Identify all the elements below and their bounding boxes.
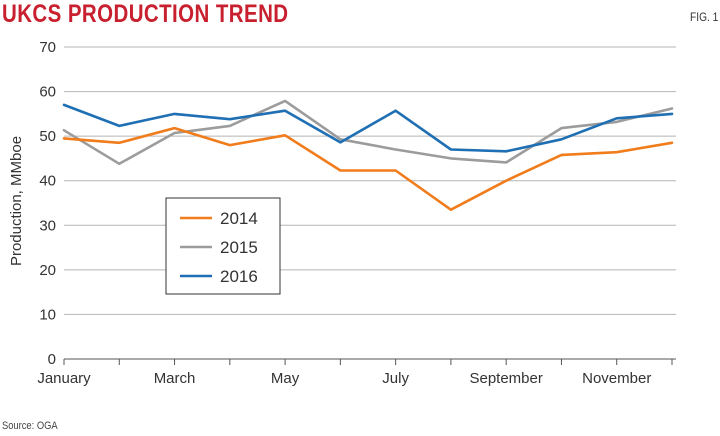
source-note: Source: OGA — [2, 420, 58, 432]
x-tick-labels: January March May July September November — [37, 370, 651, 387]
y-tick-label: 50 — [39, 128, 56, 145]
legend-label-2016: 2016 — [220, 267, 258, 286]
legend: 2014 2015 2016 — [165, 197, 281, 295]
figure-label: FIG. 1 — [689, 10, 718, 24]
series-lines — [62, 99, 674, 211]
y-tick-label: 70 — [39, 39, 56, 56]
x-tick-label: May — [271, 370, 300, 387]
gridlines — [64, 46, 676, 315]
y-tick-label: 10 — [39, 306, 56, 323]
x-tick-label: September — [469, 370, 542, 387]
y-tick-label: 0 — [48, 351, 56, 368]
y-tick-label: 40 — [39, 173, 56, 190]
x-tick-label: November — [582, 370, 651, 387]
x-tick-label: March — [154, 370, 196, 387]
axes — [63, 358, 676, 365]
legend-label-2015: 2015 — [220, 238, 258, 257]
x-tick-label: July — [382, 370, 409, 387]
x-tick-label: January — [37, 370, 91, 387]
legend-label-2014: 2014 — [220, 209, 258, 228]
y-tick-label: 60 — [39, 84, 56, 101]
y-tick-labels: 0 10 20 30 40 50 60 70 — [39, 39, 56, 368]
y-tick-label: 20 — [39, 262, 56, 279]
series-line-2014 — [62, 126, 674, 211]
y-tick-label: 30 — [39, 217, 56, 234]
chart-title: UKCS PRODUCTION TREND — [2, 0, 289, 28]
series-line-2016 — [62, 103, 674, 153]
series-line-2015 — [62, 99, 674, 166]
y-axis-label: Production, MMboe — [8, 136, 25, 266]
